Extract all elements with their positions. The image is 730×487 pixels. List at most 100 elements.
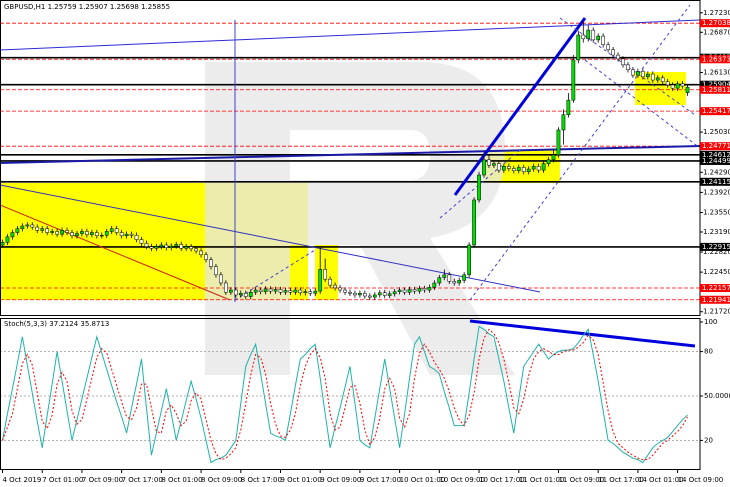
x-tick-label: 14 Oct 09:00 (678, 476, 724, 484)
x-tick-label: 7 Oct 17:00 (122, 476, 163, 484)
candle-body (586, 29, 591, 40)
candle-body (303, 291, 308, 294)
candle-body (184, 246, 189, 249)
channel-line (469, 4, 691, 301)
level-label: 1.25811 (702, 86, 730, 94)
y-tick-label: 1.26870 (703, 28, 730, 36)
x-tick-label: 7 Oct 09:00 (82, 476, 123, 484)
candle-body (228, 289, 233, 293)
candle-body (541, 163, 546, 171)
x-tick-label: 9 Oct 01:00 (280, 476, 321, 484)
candle-body (343, 289, 347, 293)
candle-body (591, 29, 596, 41)
trend-line (0, 184, 541, 293)
candle-body (15, 228, 20, 233)
candle-body (308, 291, 313, 294)
candle-body (367, 295, 372, 298)
candle-body (283, 290, 288, 293)
candle-body (363, 293, 367, 297)
candle-body (179, 244, 184, 249)
candle-body (377, 292, 382, 296)
candle-body (109, 228, 114, 232)
candle-body (338, 287, 342, 291)
candle-body (119, 232, 124, 237)
candle-body (219, 274, 223, 284)
candle-body (144, 243, 149, 247)
candle-body (611, 49, 615, 56)
x-tick-label: 14 Oct 01:00 (638, 476, 684, 484)
indicator-title: Stoch(5,3,3) 37.2124 35.8713 (4, 320, 109, 328)
trend-line (453, 17, 587, 196)
candle-body (114, 228, 119, 233)
channel-line (584, 59, 701, 149)
channel-line (234, 249, 316, 301)
candle-body (164, 244, 169, 248)
y-tick-label: 20 (704, 436, 713, 444)
candle-body (60, 230, 64, 235)
candle-body (209, 259, 213, 267)
level-label: 1.21941 (702, 296, 730, 304)
candle-body (502, 166, 506, 171)
y-tick-label: 1.24290 (703, 168, 730, 176)
candle-body (348, 291, 352, 294)
x-tick-label: 10 Oct 01:00 (400, 476, 446, 484)
candle-body (482, 159, 486, 176)
candle-body (402, 289, 407, 293)
chart-title: GBPUSD,H1 1.25759 1.25907 1.25698 1.2585… (4, 3, 170, 11)
candles (0, 21, 690, 300)
candle-body (645, 73, 650, 78)
candle-body (149, 246, 154, 249)
y-tick-label: 1.21720 (703, 308, 730, 316)
candle-body (124, 233, 129, 237)
candle-body (655, 77, 660, 81)
candle-body (650, 73, 655, 81)
candle-body (45, 228, 50, 233)
candle-body (154, 246, 159, 249)
candle-body (487, 159, 491, 166)
x-tick-label: 7 Oct 01:00 (42, 476, 83, 484)
candle-body (0, 242, 5, 246)
candle-body (675, 83, 680, 89)
candle-body (293, 289, 298, 293)
candle-body (531, 166, 536, 170)
candle-body (457, 280, 462, 284)
candle-body (273, 289, 278, 292)
candle-body (442, 274, 447, 278)
watermark-r (205, 62, 515, 375)
candle-body (169, 245, 174, 248)
candle-body (204, 254, 208, 260)
candle-body (492, 163, 496, 166)
level-label-box (700, 107, 730, 116)
divergence-line (469, 319, 696, 348)
candle-body (680, 83, 685, 87)
candle-body (189, 246, 193, 250)
candle-body (417, 288, 422, 292)
candle-body (556, 129, 561, 156)
candle-body (641, 71, 645, 78)
candle-body (566, 99, 571, 116)
y-tick-label: 80 (704, 348, 713, 356)
y-tick-label: 1.27230 (703, 9, 730, 17)
candle-body (248, 291, 253, 297)
candle-body (685, 87, 690, 93)
level-label: 1.24499 (702, 157, 730, 165)
y-tick-label: 1.26130 (703, 68, 730, 76)
stochastic-lines (0, 325, 700, 464)
y-tick-label: 1.25030 (703, 128, 730, 136)
candle-body (194, 248, 198, 252)
level-label-box (700, 80, 730, 89)
candle-body (25, 224, 30, 227)
candle-body (10, 232, 15, 238)
candle-body (437, 277, 442, 284)
watermark (205, 62, 515, 375)
x-tick-label: 11 Oct 01:00 (519, 476, 565, 484)
candle-body (35, 226, 40, 231)
candle-body (313, 290, 318, 294)
y-tick-label: 100 (704, 318, 717, 326)
stoch-line (2, 328, 688, 461)
candle-body (174, 244, 179, 247)
candle-body (5, 236, 10, 243)
candle-body (546, 159, 551, 164)
